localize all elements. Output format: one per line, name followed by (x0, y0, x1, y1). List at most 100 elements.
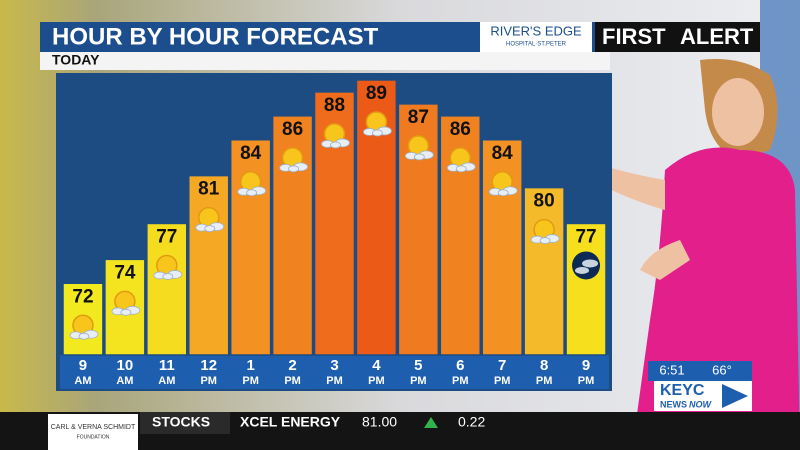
x-tick-label: 6 (456, 357, 464, 374)
ticker-label: STOCKS (152, 414, 210, 430)
x-tick-label: 10 (117, 357, 134, 374)
x-axis-strip (60, 355, 609, 389)
x-tick-period: AM (74, 375, 91, 387)
x-tick-label: 1 (246, 357, 254, 374)
x-tick-label: 3 (330, 357, 338, 374)
x-tick-period: AM (158, 375, 175, 387)
value-label: 80 (534, 191, 555, 212)
weather-icon (488, 171, 518, 197)
value-label: 81 (198, 179, 220, 200)
cloud (372, 129, 383, 137)
cloud (78, 332, 90, 340)
weather-icon (321, 123, 350, 149)
weather-icon (69, 314, 99, 340)
cloud (330, 141, 341, 149)
x-tick-label: 4 (372, 357, 381, 374)
weather-icon (195, 206, 225, 233)
x-tick-label: 12 (200, 357, 217, 374)
cloud (539, 237, 551, 244)
x-tick-period: PM (200, 375, 217, 387)
chart-subtitle: TODAY (52, 52, 100, 68)
value-label: 84 (492, 143, 514, 164)
cloud (288, 165, 299, 173)
bug-temp: 66° (712, 362, 732, 377)
cloud (582, 259, 599, 268)
ticker-sponsor: CARL & VERNA SCHMIDT (51, 424, 136, 431)
cloud (497, 189, 509, 197)
ticker-change: 0.22 (458, 414, 485, 430)
sponsor-sub: HOSPITAL·ST.PETER (506, 42, 567, 48)
ticker-label-box (140, 412, 230, 434)
bug-tag-now: NOW (689, 399, 713, 409)
x-tick-period: PM (494, 375, 511, 387)
value-label: 77 (575, 226, 596, 247)
weather-icon (363, 111, 392, 137)
bug-tag-news: NEWS (660, 399, 687, 409)
ticker-sponsor-sub: FOUNDATION (77, 434, 110, 440)
x-tick-period: PM (284, 375, 301, 387)
x-tick-label: 2 (288, 357, 296, 374)
bug-arrow (722, 384, 748, 408)
value-label: 86 (282, 119, 303, 140)
cloud (575, 266, 590, 274)
brand-first: FIRST (602, 24, 666, 49)
x-tick-period: PM (536, 375, 553, 387)
x-tick-period: PM (242, 375, 259, 387)
weather-icon (279, 147, 308, 173)
ticker-stock: XCEL ENERGY (240, 414, 341, 430)
value-label: 89 (366, 83, 387, 104)
ticker-sponsor-box (48, 414, 138, 450)
x-tick-period: AM (116, 375, 133, 387)
weather-icon (572, 251, 601, 280)
x-tick-label: 9 (79, 357, 87, 374)
chart-title: HOUR BY HOUR FORECAST (52, 23, 379, 50)
subtitle-bar (40, 52, 610, 70)
bar (565, 222, 607, 356)
value-label: 86 (450, 119, 471, 140)
weather-icon (446, 147, 476, 173)
x-tick-period: PM (410, 375, 427, 387)
value-label: 77 (156, 226, 177, 247)
cloud (413, 153, 425, 161)
ticker-up-arrow (424, 417, 438, 428)
bar (188, 174, 230, 356)
sponsor-box (480, 22, 592, 52)
x-tick-period: PM (326, 375, 343, 387)
value-label: 84 (240, 143, 262, 164)
x-tick-period: PM (452, 375, 469, 387)
x-tick-label: 7 (498, 357, 506, 374)
cloud (455, 165, 467, 173)
x-tick-label: 9 (582, 357, 590, 374)
sponsor-name: RIVER'S EDGE (490, 23, 582, 38)
x-tick-period: PM (578, 375, 595, 387)
cloud (162, 273, 174, 280)
x-tick-label: 5 (414, 357, 422, 374)
ticker-price: 81.00 (362, 414, 397, 430)
value-label: 74 (114, 262, 136, 283)
brand-alert: ALERT (680, 24, 754, 49)
cloud (246, 189, 258, 197)
x-tick-period: PM (368, 375, 385, 387)
value-label: 88 (324, 95, 345, 116)
weather-icon (530, 218, 560, 244)
weather-icon (404, 135, 434, 161)
value-label: 72 (72, 286, 93, 307)
bar (523, 186, 565, 356)
bar (146, 222, 188, 356)
weather-icon (111, 290, 141, 316)
x-tick-label: 8 (540, 357, 548, 374)
bar (397, 103, 440, 356)
plot: 729AM7410AM7711AM8112PM841PM862PM883PM89… (60, 79, 609, 389)
bug-station: KEYC (660, 382, 705, 399)
x-tick-label: 11 (159, 357, 175, 374)
bug-top (648, 361, 752, 381)
brand-box (595, 22, 760, 52)
bug-time: 6:51 (659, 362, 684, 377)
value-label: 87 (408, 107, 429, 128)
weather-icon (237, 171, 267, 197)
weather-icon (153, 254, 183, 280)
cloud (204, 225, 216, 233)
cloud (120, 308, 132, 316)
